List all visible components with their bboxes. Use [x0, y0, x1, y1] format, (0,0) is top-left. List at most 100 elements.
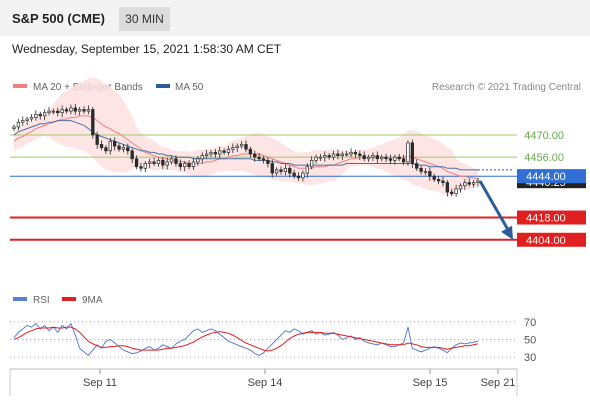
candle-body-down — [134, 158, 139, 168]
candle — [345, 150, 349, 157]
instrument-title: S&P 500 (CME) — [12, 11, 105, 26]
candle-body-down — [248, 148, 253, 155]
candle-body-up — [314, 156, 318, 161]
candle — [279, 166, 283, 175]
candle-body-up — [423, 171, 428, 173]
candle-body-down — [244, 144, 248, 150]
candle — [415, 159, 419, 171]
candle — [113, 137, 117, 151]
candle — [73, 103, 77, 115]
candle-body-down — [104, 147, 108, 152]
candle-body-down — [117, 145, 121, 150]
candle-body-down — [388, 158, 393, 161]
pivot-label-4444.00: 4444.00 — [526, 171, 566, 183]
candle — [331, 150, 336, 161]
candle-body-up — [235, 145, 239, 148]
candle-body-down — [213, 152, 218, 155]
candle-body-down — [432, 175, 436, 180]
candle-body-up — [42, 112, 47, 117]
candle — [34, 110, 38, 121]
candle-body-up — [16, 121, 21, 128]
candle-body-up — [47, 110, 51, 114]
candle — [283, 164, 288, 176]
candle-body-up — [345, 153, 349, 156]
candle — [419, 165, 423, 175]
bollinger-bands — [14, 77, 478, 197]
candle — [218, 146, 222, 159]
candle-body-up — [34, 113, 38, 118]
x-tick-label-Sep-11: Sep 11 — [83, 377, 117, 389]
candle-body-down — [99, 144, 104, 148]
candle — [274, 167, 279, 176]
candle-body-down — [266, 160, 270, 164]
candle — [292, 169, 296, 179]
candle-body-down — [467, 182, 471, 185]
candle — [410, 139, 415, 168]
candle — [257, 153, 261, 162]
candle — [388, 154, 393, 165]
candle-body-down — [261, 158, 266, 161]
candle — [42, 109, 47, 121]
candle — [60, 105, 64, 118]
candle — [358, 150, 362, 161]
candle — [450, 188, 454, 197]
candle-body-down — [64, 109, 69, 112]
candle — [222, 148, 226, 155]
candle — [231, 143, 235, 154]
candle — [196, 156, 200, 166]
candle — [86, 105, 91, 115]
candle-body-up — [156, 160, 161, 164]
price-level-labels: 4470.004456.004444.004418.004404.004440.… — [517, 130, 586, 247]
candle-body-down — [336, 153, 340, 156]
candle-body-down — [139, 166, 143, 169]
candlesticks — [12, 103, 480, 197]
candle — [51, 108, 56, 115]
candle — [82, 106, 86, 114]
candle-body-down — [296, 175, 301, 179]
candle-body-up — [77, 109, 82, 112]
candle — [104, 145, 108, 154]
candle — [288, 165, 292, 178]
chart-header: S&P 500 (CME) 30 MIN — [0, 0, 590, 36]
level-label-4404.00: 4404.00 — [526, 235, 566, 247]
candle — [323, 151, 327, 162]
candle-body-up — [340, 153, 344, 156]
candle — [305, 163, 309, 178]
ma9-legend-swatch — [62, 297, 76, 301]
candle-body-down — [130, 150, 134, 160]
x-tick-label-Sep-21: Sep 21 — [481, 377, 516, 389]
candle — [56, 107, 60, 117]
candle-body-down — [187, 163, 191, 168]
candle — [261, 156, 266, 164]
forecast-arrow — [478, 180, 513, 240]
candle — [69, 104, 73, 115]
rsi-tick-70: 70 — [524, 317, 536, 329]
legend-swatch-ma50 — [156, 84, 170, 88]
candle — [187, 160, 191, 170]
candle — [428, 167, 432, 181]
level-label-4418.00: 4418.00 — [526, 213, 566, 225]
candle — [301, 170, 305, 182]
candle — [77, 106, 82, 116]
candle-body-up — [226, 148, 231, 153]
candle — [362, 151, 366, 162]
candle — [463, 179, 467, 191]
timeframe-badge[interactable]: 30 MIN — [119, 7, 170, 31]
candle-body-up — [29, 117, 34, 120]
candle-body-down — [257, 156, 261, 160]
candle-body-down — [375, 155, 379, 160]
candle — [174, 155, 178, 167]
candle-body-up — [143, 163, 147, 169]
candle-body-up — [393, 156, 397, 161]
candle — [445, 180, 450, 197]
candle-body-up — [148, 161, 152, 164]
candle — [152, 157, 156, 167]
candle — [108, 137, 112, 155]
candle-body-up — [305, 166, 309, 174]
candle-body-up — [458, 185, 463, 190]
candle-body-up — [231, 147, 235, 150]
candle-body-up — [309, 160, 314, 168]
candle — [178, 159, 183, 171]
candle-body-up — [318, 156, 323, 159]
candle-body-down — [82, 109, 86, 112]
